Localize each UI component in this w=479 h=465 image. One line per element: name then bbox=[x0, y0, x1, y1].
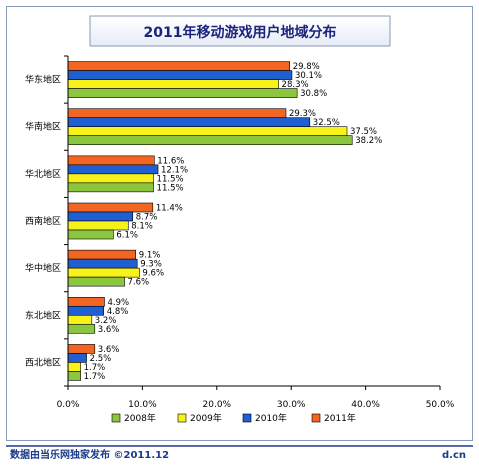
bar bbox=[67, 164, 159, 175]
legend-label: 2009年 bbox=[190, 412, 222, 424]
data-label: 9.6% bbox=[142, 269, 164, 279]
legend-swatch bbox=[311, 413, 321, 423]
bar bbox=[67, 126, 348, 137]
data-label: 29.3% bbox=[289, 109, 316, 119]
legend-swatch bbox=[242, 413, 252, 423]
bar bbox=[67, 88, 298, 98]
bar bbox=[67, 173, 154, 184]
bar bbox=[67, 211, 134, 222]
bar bbox=[67, 135, 353, 146]
bar bbox=[67, 305, 105, 316]
bar bbox=[67, 249, 137, 260]
x-tick-label: 30.0% bbox=[277, 400, 306, 410]
legend-label: 2010年 bbox=[255, 412, 287, 424]
data-label: 1.7% bbox=[84, 363, 106, 373]
data-label: 4.8% bbox=[107, 307, 129, 317]
data-label: 30.8% bbox=[300, 89, 327, 99]
data-label: 11.4% bbox=[156, 204, 183, 214]
data-label: 1.7% bbox=[84, 372, 106, 382]
data-label: 32.5% bbox=[313, 118, 340, 128]
legend-swatch bbox=[177, 413, 187, 423]
legend-swatch bbox=[111, 413, 121, 423]
bar bbox=[67, 108, 287, 119]
footer-site: d.cn bbox=[442, 450, 466, 461]
data-label: 11.5% bbox=[157, 183, 184, 193]
bar bbox=[67, 296, 105, 307]
x-tick-label: 50.0% bbox=[426, 400, 455, 410]
bar bbox=[67, 117, 311, 128]
bar bbox=[67, 267, 140, 278]
bar bbox=[67, 323, 96, 334]
data-label: 29.8% bbox=[293, 62, 320, 72]
bar bbox=[67, 155, 155, 166]
data-label: 7.6% bbox=[128, 278, 150, 288]
data-label: 2.5% bbox=[90, 354, 112, 364]
data-label: 28.3% bbox=[282, 80, 309, 90]
data-label: 3.6% bbox=[98, 325, 120, 335]
data-label: 6.1% bbox=[116, 231, 138, 241]
category-label: 西北地区 bbox=[25, 356, 61, 368]
bar bbox=[67, 353, 87, 363]
category-label: 华北地区 bbox=[25, 168, 61, 180]
title-box bbox=[89, 15, 391, 47]
bar bbox=[67, 70, 293, 80]
bar bbox=[67, 61, 291, 71]
category-label: 华南地区 bbox=[25, 121, 61, 133]
data-label: 38.2% bbox=[355, 136, 382, 146]
data-label: 3.2% bbox=[95, 316, 117, 326]
data-label: 11.6% bbox=[157, 156, 184, 166]
legend-label: 2011年 bbox=[324, 412, 356, 424]
bar bbox=[67, 276, 125, 287]
data-label: 30.1% bbox=[295, 71, 322, 81]
data-label: 3.6% bbox=[98, 345, 120, 355]
footer-source: 数据由当乐网独家发布 ©2011.12 bbox=[10, 448, 169, 461]
legend-label: 2008年 bbox=[124, 412, 156, 424]
chart-title: 2011年移动游戏用户地域分布 bbox=[144, 24, 337, 41]
bar bbox=[67, 229, 114, 240]
data-label: 9.1% bbox=[139, 251, 161, 261]
category-label: 华中地区 bbox=[25, 262, 61, 274]
data-label: 8.7% bbox=[136, 213, 158, 223]
bar bbox=[67, 314, 93, 325]
legend: 2008年 2009年 2010年 2011年 bbox=[111, 412, 356, 424]
bar bbox=[67, 344, 96, 354]
data-label: 37.5% bbox=[350, 127, 377, 137]
bar bbox=[67, 220, 129, 231]
data-label: 9.3% bbox=[140, 260, 162, 270]
data-label: 12.1% bbox=[161, 165, 188, 175]
data-label: 4.9% bbox=[107, 298, 129, 308]
data-label: 11.5% bbox=[157, 174, 184, 184]
bar bbox=[67, 258, 138, 269]
category-label: 东北地区 bbox=[25, 309, 61, 321]
x-tick-label: 10.0% bbox=[128, 400, 157, 410]
bar bbox=[67, 202, 154, 213]
x-tick-label: 20.0% bbox=[203, 400, 232, 410]
category-label: 华东地区 bbox=[25, 74, 61, 86]
category-label: 西南地区 bbox=[25, 215, 61, 227]
x-tick-label: 0.0% bbox=[57, 400, 80, 410]
bar bbox=[67, 79, 279, 89]
bar bbox=[67, 362, 81, 372]
x-tick-label: 40.0% bbox=[351, 400, 380, 410]
data-label: 8.1% bbox=[131, 222, 153, 232]
bar bbox=[67, 371, 81, 381]
bar bbox=[67, 182, 154, 193]
